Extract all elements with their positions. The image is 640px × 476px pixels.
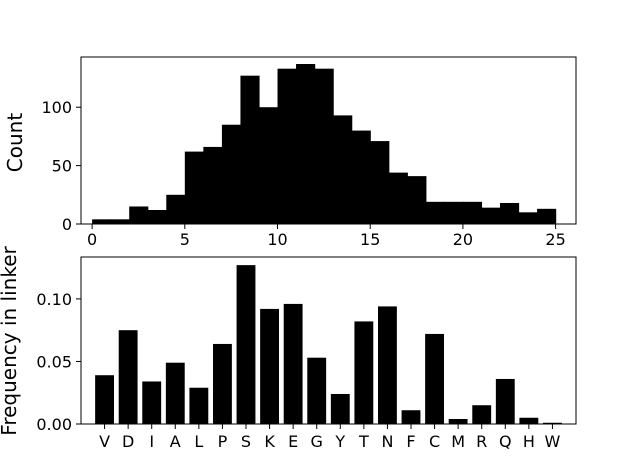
frequency-bar xyxy=(213,343,232,424)
histogram-x-tick-label: 5 xyxy=(180,230,190,249)
histogram-bar xyxy=(537,208,557,224)
histogram-x-tick-label: 20 xyxy=(453,230,473,249)
histogram-bar xyxy=(129,206,149,224)
histogram-bar xyxy=(296,64,316,225)
frequency-x-tick-label: Y xyxy=(334,432,345,451)
histogram-bar xyxy=(203,146,223,224)
histogram-x-tick-label: 25 xyxy=(545,230,565,249)
frequency-bar xyxy=(472,405,492,424)
frequency-x-tick-label: D xyxy=(122,432,134,451)
histogram-bar xyxy=(444,201,464,224)
frequency-x-tick-label: C xyxy=(429,432,440,451)
histogram-plot-frame xyxy=(80,56,577,225)
frequency-bar xyxy=(189,387,209,424)
histogram-bar xyxy=(314,68,334,225)
histogram-bar xyxy=(499,202,520,224)
frequency-bar xyxy=(95,375,114,424)
histogram-bar xyxy=(258,107,279,224)
histogram-bar xyxy=(425,201,445,224)
frequency-bar xyxy=(260,308,279,424)
histogram-bar xyxy=(110,219,130,224)
frequency-bar xyxy=(401,410,421,424)
histogram-y-ticks: 0 50 100 xyxy=(41,98,81,234)
frequency-bar xyxy=(543,422,562,424)
histogram-bar xyxy=(277,68,297,225)
frequency-bar xyxy=(354,321,374,424)
histogram-bar xyxy=(518,212,538,224)
frequency-bar xyxy=(236,265,256,424)
frequency-x-tick-label: S xyxy=(241,432,251,451)
histogram-bar xyxy=(147,209,167,224)
frequency-x-tick-label: K xyxy=(264,432,275,451)
frequency-x-tick-label: M xyxy=(451,432,465,451)
histogram-bars xyxy=(92,64,557,225)
histogram-bar xyxy=(166,194,186,224)
histogram-x-tick-label: 10 xyxy=(267,230,287,249)
histogram-bar xyxy=(240,75,260,224)
histogram-bar xyxy=(92,219,112,224)
histogram-bar xyxy=(333,115,353,224)
frequency-x-tick-label: V xyxy=(99,432,110,451)
histogram-bar xyxy=(184,151,204,224)
frequency-x-tick-label: F xyxy=(406,432,415,451)
frequency-plot-frame xyxy=(80,256,577,425)
frequency-bars xyxy=(95,265,562,424)
histogram-y-tick-label: 0 xyxy=(62,215,72,234)
frequency-bar xyxy=(330,393,350,424)
frequency-bar xyxy=(378,306,397,424)
frequency-bar xyxy=(495,378,515,424)
frequency-x-tick-label: T xyxy=(358,432,369,451)
frequency-x-tick-label: A xyxy=(170,432,181,451)
histogram-y-axis-label: Count xyxy=(3,113,27,173)
frequency-x-tick-label: G xyxy=(311,432,323,451)
frequency-y-tick-label: 0.05 xyxy=(36,352,72,371)
frequency-bar xyxy=(519,417,539,424)
frequency-bar xyxy=(118,330,138,424)
frequency-x-tick-label: I xyxy=(149,432,154,451)
histogram-y-tick-label: 100 xyxy=(41,98,72,117)
frequency-x-tick-label: P xyxy=(218,432,228,451)
histogram-bar xyxy=(221,124,242,224)
histogram-x-ticks: 0 5 10 15 20 25 xyxy=(87,224,566,249)
frequency-x-tick-label: Q xyxy=(499,432,512,451)
frequency-x-tick-label: W xyxy=(545,432,561,451)
frequency-bar xyxy=(425,333,444,424)
histogram-bar xyxy=(481,207,501,224)
histogram-bar xyxy=(388,172,408,224)
frequency-bar xyxy=(307,357,327,424)
histogram-bar xyxy=(407,176,427,224)
frequency-bar xyxy=(165,362,185,424)
frequency-y-axis-label: Frequency in linker xyxy=(0,245,21,435)
histogram-chart: 0 5 10 15 20 25 0 50 100 Count xyxy=(3,56,577,249)
frequency-bar xyxy=(283,303,303,424)
frequency-bar xyxy=(142,381,162,424)
frequency-x-tick-label: E xyxy=(288,432,298,451)
histogram-bar xyxy=(351,130,371,224)
frequency-bar xyxy=(448,418,468,424)
histogram-y-tick-label: 50 xyxy=(52,157,72,176)
histogram-x-tick-label: 0 xyxy=(87,230,97,249)
histogram-bar xyxy=(370,141,390,224)
histogram-x-tick-label: 15 xyxy=(360,230,380,249)
frequency-x-tick-label: N xyxy=(381,432,393,451)
frequency-y-ticks: 0.00 0.05 0.10 xyxy=(36,290,81,434)
histogram-bar xyxy=(462,201,483,224)
frequency-x-tick-label: R xyxy=(476,432,487,451)
frequency-y-tick-label: 0.00 xyxy=(36,415,72,434)
frequency-y-tick-label: 0.10 xyxy=(36,290,72,309)
frequency-x-tick-label: H xyxy=(523,432,535,451)
frequency-x-tick-label: L xyxy=(194,432,203,451)
